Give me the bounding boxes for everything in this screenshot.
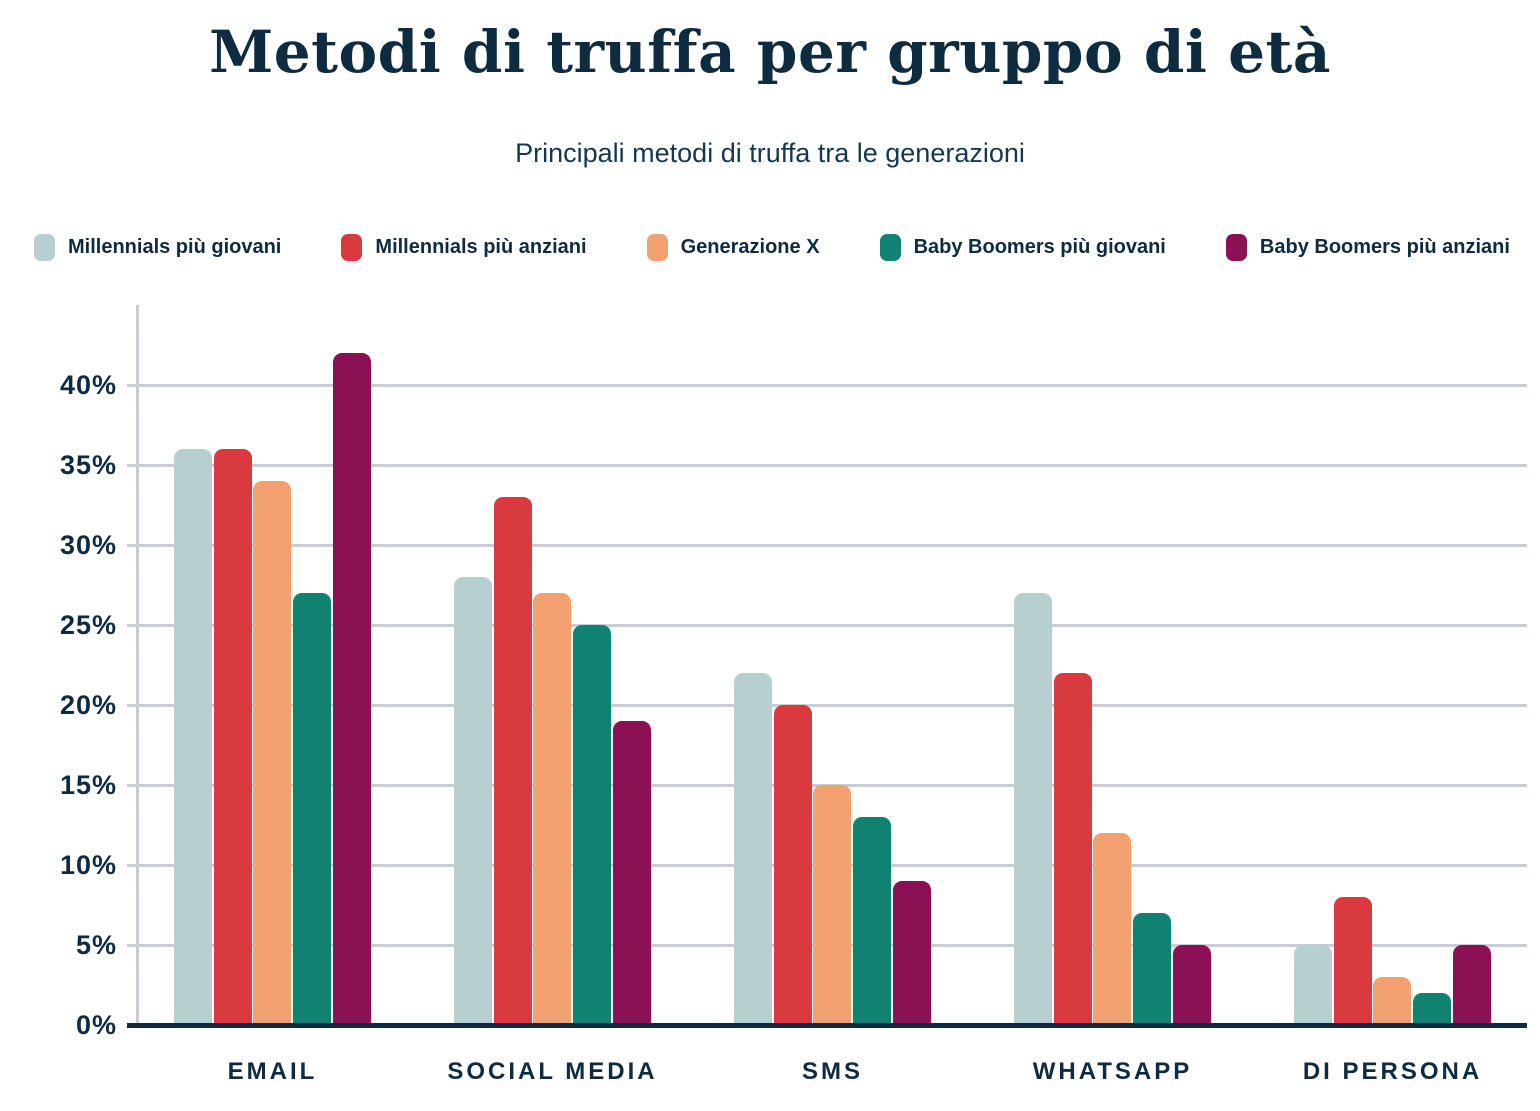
- bar-di-persona-s1: [1333, 897, 1372, 1025]
- chart-subtitle: Principali metodi di truffa tra le gener…: [515, 138, 1025, 168]
- legend-swatch-icon: [646, 234, 668, 261]
- bar-whatsapp-s3: [1132, 913, 1171, 1025]
- bar-email-s0: [174, 449, 213, 1025]
- legend-swatch-icon: [879, 234, 901, 261]
- legend-label: Millennials più anziani: [375, 236, 587, 258]
- bar-sms-s4: [892, 881, 931, 1025]
- bar-whatsapp-s0: [1014, 593, 1053, 1025]
- x-axis-baseline: [127, 1023, 1527, 1028]
- legend-label: Baby Boomers più giovani: [913, 236, 1166, 258]
- bar-sms-s0: [734, 673, 773, 1025]
- y-tick-label: 20%: [59, 690, 117, 720]
- chart-title: Metodi di truffa per gruppo di età: [209, 18, 1331, 86]
- gridline-25%: [127, 624, 1527, 627]
- category-label-di-persona: DI PERSONA: [1302, 1058, 1483, 1085]
- legend: Millennials più giovani Millennials più …: [34, 234, 1510, 261]
- bar-social-media-s0: [454, 577, 493, 1025]
- y-tick-label: 5%: [75, 930, 117, 960]
- bar-di-persona-s3: [1412, 993, 1451, 1025]
- legend-swatch-icon: [1225, 234, 1247, 261]
- y-tick-label: 35%: [59, 450, 117, 480]
- legend-swatch-icon: [341, 234, 363, 261]
- legend-swatch-icon: [34, 234, 55, 261]
- bar-social-media-s3: [572, 625, 611, 1025]
- gridline-35%: [127, 464, 1527, 467]
- y-tick-label: 10%: [59, 850, 117, 880]
- bar-di-persona-s0: [1294, 945, 1333, 1025]
- legend-item-generazione-x: Generazione X: [646, 234, 820, 261]
- y-tick-label: 30%: [59, 530, 117, 560]
- legend-item-boomers-giovani: Baby Boomers più giovani: [879, 234, 1166, 261]
- y-tick-label: 15%: [59, 770, 117, 800]
- y-tick-label: 0%: [75, 1010, 117, 1040]
- bar-social-media-s4: [612, 721, 651, 1025]
- category-label-whatsapp: WHATSAPP: [1032, 1058, 1193, 1085]
- legend-item-millennials-anziani: Millennials più anziani: [341, 234, 587, 261]
- bar-whatsapp-s4: [1172, 945, 1211, 1025]
- y-tick-label: 25%: [59, 610, 117, 640]
- gridline-20%: [127, 704, 1527, 707]
- bar-email-s4: [332, 353, 371, 1025]
- bar-sms-s3: [852, 817, 891, 1025]
- legend-label: Millennials più giovani: [68, 236, 282, 258]
- y-tick-label: 40%: [59, 370, 117, 400]
- bar-di-persona-s2: [1373, 977, 1412, 1025]
- legend-label: Generazione X: [680, 236, 820, 258]
- gridline-30%: [127, 544, 1527, 547]
- bar-whatsapp-s2: [1093, 833, 1132, 1025]
- legend-label: Baby Boomers più anziani: [1259, 236, 1510, 258]
- category-label-sms: SMS: [801, 1058, 863, 1085]
- category-label-email: EMAIL: [227, 1058, 318, 1085]
- bar-email-s3: [292, 593, 331, 1025]
- legend-item-millennials-giovani: Millennials più giovani: [34, 234, 281, 261]
- y-axis-line: [135, 305, 139, 1025]
- bar-social-media-s1: [493, 497, 532, 1025]
- bar-sms-s1: [773, 705, 812, 1025]
- bar-sms-s2: [813, 785, 852, 1025]
- category-label-social-media: SOCIAL MEDIA: [447, 1058, 658, 1085]
- bar-social-media-s2: [533, 593, 572, 1025]
- bar-email-s2: [253, 481, 292, 1025]
- gridline-40%: [127, 384, 1527, 387]
- bar-di-persona-s4: [1452, 945, 1491, 1025]
- bar-whatsapp-s1: [1053, 673, 1092, 1025]
- bar-email-s1: [213, 449, 252, 1025]
- legend-item-boomers-anziani: Baby Boomers più anziani: [1225, 234, 1510, 261]
